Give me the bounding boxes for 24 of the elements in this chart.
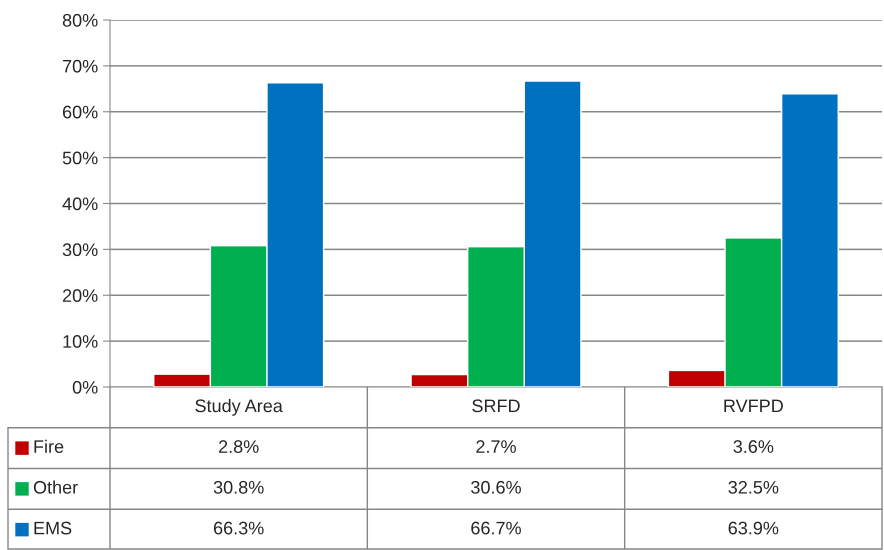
data-label: 3.6% bbox=[733, 440, 774, 453]
y-tick-label: 10% bbox=[63, 335, 98, 348]
data-label: 2.7% bbox=[476, 440, 516, 453]
x-tick-label: SRFD bbox=[472, 399, 520, 412]
y-tick-label: 0% bbox=[72, 380, 98, 394]
y-tick-label: 20% bbox=[62, 289, 98, 302]
y-tick-label: 80% bbox=[62, 14, 98, 27]
data-label: 66.3% bbox=[214, 522, 264, 534]
data-label: 2.8% bbox=[219, 440, 259, 453]
y-tick-label: 70% bbox=[62, 60, 98, 73]
y-tick-label: 60% bbox=[62, 106, 98, 118]
x-tick-label: Study Area bbox=[195, 398, 283, 416]
data-label: 66.7% bbox=[471, 522, 521, 534]
legend-label: EMS bbox=[34, 522, 72, 534]
data-label: 32.5% bbox=[728, 480, 778, 494]
y-tick-label: 30% bbox=[62, 243, 98, 256]
legend-label: Fire bbox=[34, 440, 64, 453]
x-tick-label: RVFPD bbox=[724, 400, 783, 412]
legend-label: Other bbox=[34, 480, 78, 494]
data-label: 30.6% bbox=[471, 480, 521, 494]
data-label: 63.9% bbox=[728, 522, 778, 534]
y-tick-label: 50% bbox=[62, 152, 98, 164]
y-tick-label: 40% bbox=[62, 197, 98, 210]
data-label: 30.8% bbox=[214, 480, 264, 494]
